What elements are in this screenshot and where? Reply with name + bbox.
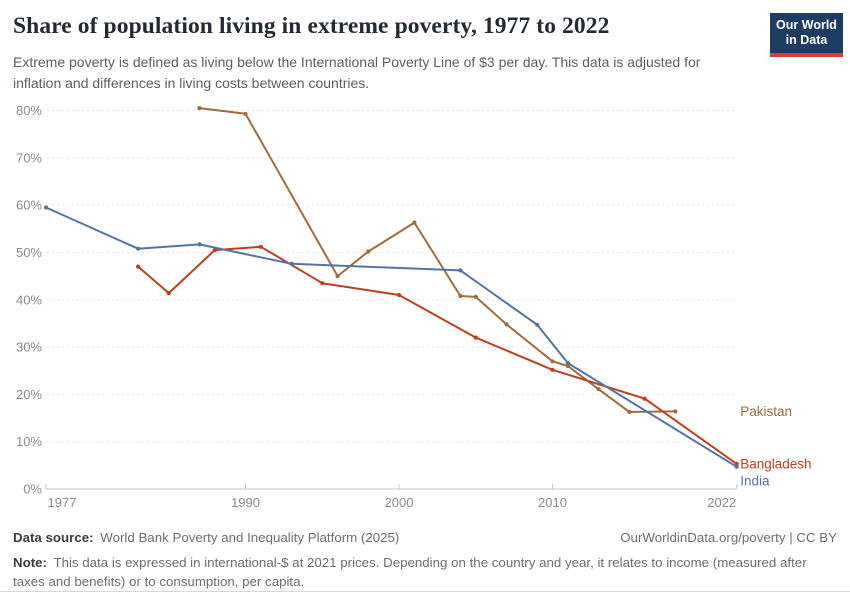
owid-logo-line1: Our World <box>776 18 837 32</box>
series-label-india[interactable]: India <box>740 473 770 488</box>
data-point <box>289 261 294 266</box>
data-point <box>642 396 647 401</box>
y-tick-label-70%: 70% <box>16 150 42 165</box>
bottom-divider <box>0 591 850 592</box>
data-point <box>673 409 678 414</box>
data-source-value: World Bank Poverty and Inequality Platfo… <box>100 530 400 545</box>
data-point <box>166 291 171 296</box>
data-point <box>458 268 463 273</box>
data-point <box>197 106 202 111</box>
y-tick-label-50%: 50% <box>16 245 42 260</box>
chart-footer: Data source: World Bank Poverty and Ineq… <box>13 530 837 592</box>
data-point <box>412 220 417 225</box>
series-label-pakistan[interactable]: Pakistan <box>740 404 792 419</box>
data-point <box>535 322 540 327</box>
x-tick-label-1977: 1977 <box>48 495 77 510</box>
y-tick-label-10%: 10% <box>16 434 42 449</box>
attribution-link[interactable]: OurWorldinData.org/poverty | CC BY <box>620 530 837 545</box>
y-tick-label-60%: 60% <box>16 198 42 213</box>
owid-logo[interactable]: Our World in Data <box>770 13 843 57</box>
data-point <box>320 281 325 286</box>
data-point <box>734 461 739 466</box>
y-tick-label-0%: 0% <box>23 482 42 497</box>
x-tick-label-2000: 2000 <box>385 495 414 510</box>
data-point <box>396 292 402 298</box>
data-point <box>366 249 371 254</box>
data-point <box>458 293 463 299</box>
y-tick-label-80%: 80% <box>16 103 42 118</box>
line-chart: 0% 10% 20% 30% 40% 50% 60% 70% 80% 1977 1990 2000 20… <box>16 103 812 510</box>
data-point <box>734 464 739 469</box>
line-bangladesh[interactable] <box>137 245 738 465</box>
data-point <box>473 335 478 340</box>
data-point <box>550 367 555 372</box>
note-label: Note: <box>13 555 47 570</box>
data-point <box>565 363 571 369</box>
data-point <box>258 244 263 249</box>
y-tick-label-40%: 40% <box>16 292 42 307</box>
series-label-bangladesh[interactable]: Bangladesh <box>740 456 811 471</box>
x-tick-label-1990: 1990 <box>231 495 260 510</box>
data-point <box>565 361 571 366</box>
data-point <box>136 264 141 269</box>
data-point <box>43 205 49 210</box>
owid-logo-line2: in Data <box>785 33 828 48</box>
data-point <box>596 387 601 392</box>
data-source-label: Data source: <box>13 530 94 545</box>
data-point <box>335 274 340 279</box>
data-point <box>627 409 632 414</box>
line-india[interactable] <box>45 206 738 468</box>
x-tick-label-2022: 2022 <box>707 495 736 510</box>
data-point <box>550 359 555 364</box>
data-point <box>473 294 478 299</box>
chart-title: Share of population living in extreme po… <box>13 13 610 39</box>
chart-note: Note: This data is expressed in internat… <box>13 553 837 592</box>
data-point <box>243 111 248 116</box>
data-point <box>197 242 202 247</box>
y-tick-label-20%: 20% <box>16 387 42 402</box>
data-point <box>504 322 509 327</box>
x-tick-label-2010: 2010 <box>538 495 567 510</box>
data-source: Data source: World Bank Poverty and Ineq… <box>13 530 399 545</box>
y-tick-label-30%: 30% <box>16 340 42 355</box>
data-point <box>136 246 141 251</box>
data-point <box>212 248 217 253</box>
note-value: This data is expressed in international-… <box>13 555 807 590</box>
chart-subtitle: Extreme poverty is defined as living bel… <box>13 54 701 91</box>
